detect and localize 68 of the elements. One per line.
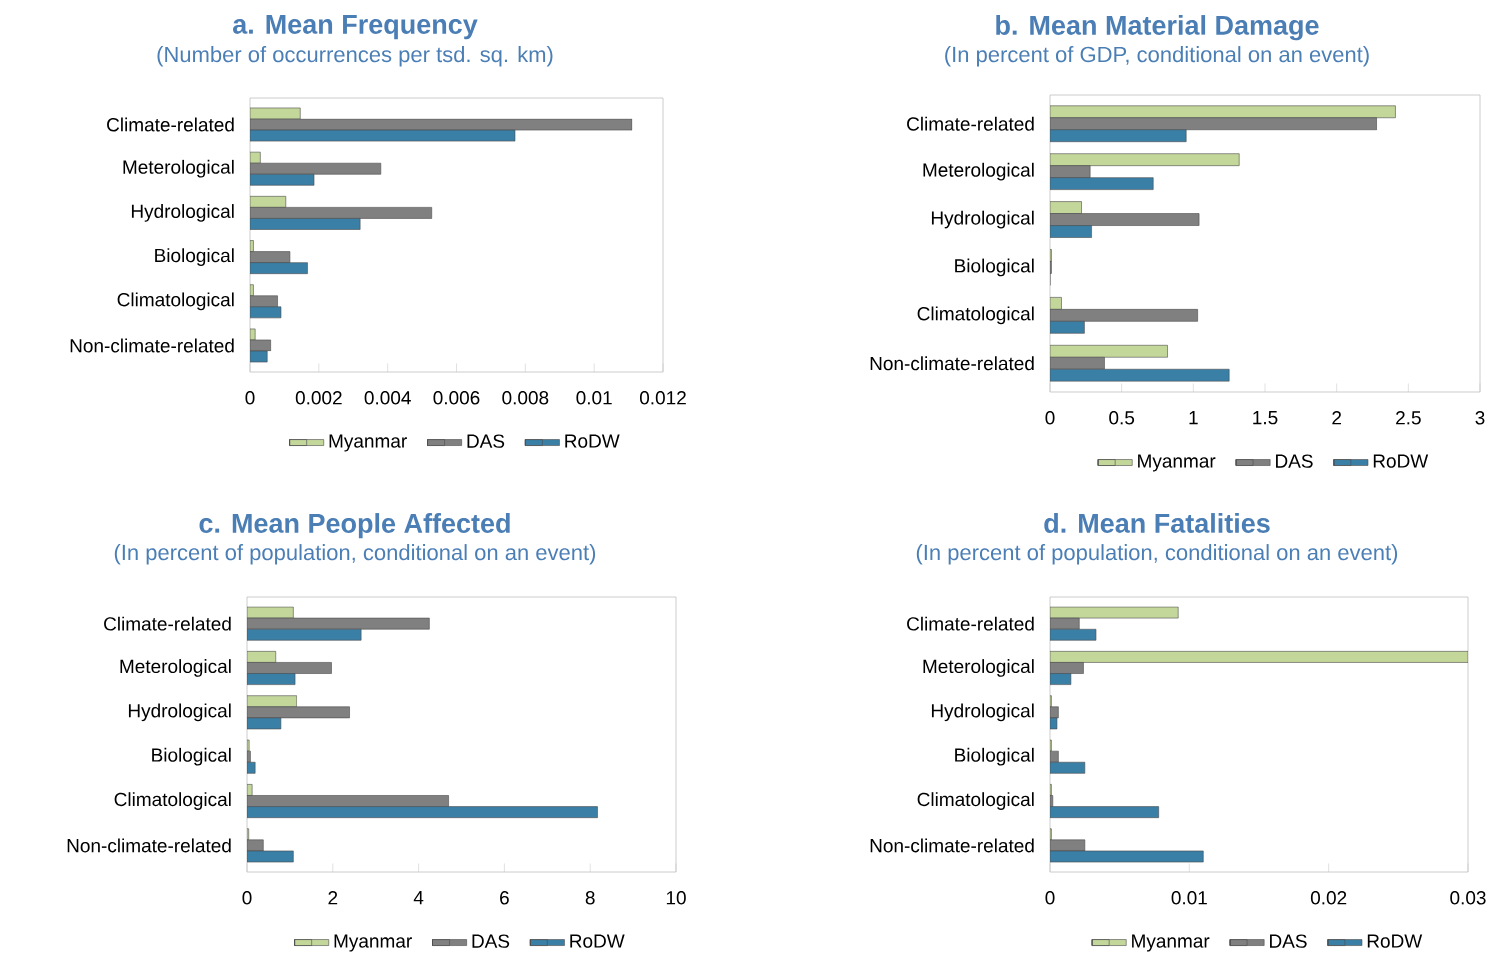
y-tick-label: Hydrological (128, 703, 231, 722)
x-tick-label: 0.03 (1450, 891, 1486, 905)
legend-label: DAS (1276, 454, 1313, 468)
x-tick-label: 0.01 (1171, 891, 1207, 905)
x-tick-label: 0.012 (639, 391, 686, 405)
legend-label: RoDW (570, 934, 625, 948)
y-tick-label: Meterological (120, 659, 231, 677)
x-tick-label: 6 (500, 891, 509, 905)
x-tick-label: 0.01 (576, 391, 612, 405)
legend-label: DAS (467, 434, 505, 448)
y-tick-label: Climatological (917, 792, 1034, 810)
y-tick-label: Hydrological (131, 204, 234, 222)
chart-title: a. Mean Frequency (233, 15, 478, 40)
y-tick-label: Biological (955, 258, 1034, 277)
y-tick-label: Biological (955, 747, 1034, 766)
x-tick-label: 0.002 (295, 391, 342, 405)
y-tick-label: Non-climate-related (70, 338, 234, 353)
y-tick-label: Climatological (917, 306, 1034, 325)
chart-title: b. Mean Material Damage (996, 15, 1319, 41)
x-tick-label: 0.5 (1109, 411, 1135, 425)
y-tick-label: Climate-related (907, 116, 1034, 131)
chart-subtitle: (In percent of GDP, conditional on an event) (945, 46, 1369, 67)
chart-subtitle: (In percent of population, conditional on an event) (114, 544, 596, 565)
x-tick-label: 2 (328, 891, 338, 905)
x-tick-label: 3 (1475, 411, 1485, 425)
legend-label: RoDW (1367, 934, 1423, 948)
chart-subtitle: (In percent of population, conditional on an event) (916, 544, 1398, 565)
x-tick-label: 0 (242, 891, 252, 905)
x-tick-label: 0.02 (1310, 891, 1347, 905)
legend-label: Myanmar (329, 434, 407, 452)
y-tick-label: Meterological (923, 162, 1034, 181)
x-tick-label: 0.008 (502, 391, 549, 405)
x-tick-label: 4 (413, 891, 424, 905)
legend-label: Myanmar (334, 934, 412, 952)
x-tick-label: 0 (245, 391, 255, 405)
y-tick-label: Hydrological (931, 210, 1034, 229)
y-tick-label: Biological (152, 747, 231, 766)
y-tick-label: Non-climate-related (870, 838, 1034, 853)
x-tick-label: 0 (1045, 891, 1055, 905)
legend-label: Myanmar (1138, 454, 1216, 472)
legend-label: Myanmar (1132, 934, 1210, 952)
y-tick-label: Biological (155, 248, 234, 266)
x-tick-label: 1.5 (1253, 411, 1278, 425)
chart-title: c. Mean People Affected (199, 513, 510, 539)
y-tick-label: Hydrological (931, 703, 1034, 722)
legend-label: DAS (1270, 934, 1307, 948)
y-tick-label: Climate-related (104, 616, 231, 631)
y-tick-label: Meterological (123, 159, 234, 178)
y-tick-label: Climate-related (907, 616, 1034, 631)
y-tick-label: Climatological (114, 792, 231, 810)
chart-subtitle: (Number of occurrences per tsd. sq. km) (157, 46, 553, 67)
y-tick-label: Climate-related (107, 117, 234, 132)
x-tick-label: 10 (666, 891, 686, 905)
x-tick-label: 2 (1332, 411, 1342, 425)
x-tick-label: 0 (1045, 411, 1055, 425)
x-tick-label: 8 (585, 891, 595, 905)
x-tick-label: 0.006 (433, 391, 480, 405)
x-tick-label: 2.5 (1396, 411, 1421, 425)
x-tick-label: 0.004 (364, 391, 411, 405)
y-tick-label: Non-climate-related (67, 838, 231, 853)
y-tick-label: Climatological (117, 292, 234, 311)
legend-label: RoDW (1373, 454, 1429, 468)
chart-title: d. Mean Fatalities (1044, 513, 1270, 533)
y-tick-label: Non-climate-related (870, 356, 1034, 371)
legend-label: RoDW (565, 434, 620, 448)
legend-label: DAS (472, 934, 510, 948)
x-tick-label: 1 (1189, 411, 1198, 425)
y-tick-label: Meterological (923, 659, 1034, 677)
